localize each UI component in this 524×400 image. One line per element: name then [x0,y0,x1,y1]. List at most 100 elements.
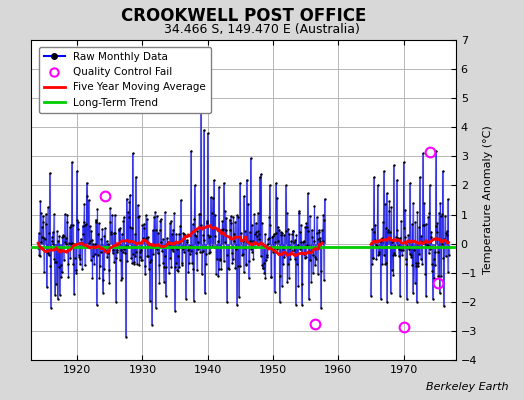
Point [189,266,197,272]
Point [412,262,420,269]
Point [235,244,243,250]
Point [273,246,281,252]
Point [290,247,299,254]
Point [321,196,329,202]
Point [198,249,206,255]
Point [406,250,414,257]
Point [253,241,261,247]
Point [72,270,80,276]
Point [289,228,297,234]
Point [95,275,104,281]
Point [378,261,387,267]
Point [300,251,308,257]
Point [395,253,403,260]
Point [92,219,101,226]
Point [223,299,232,305]
Point [57,274,65,280]
Point [43,204,52,210]
Point [208,210,216,216]
Point [146,298,154,304]
Point [165,270,173,277]
Point [248,248,257,255]
Point [238,251,247,257]
Point [392,234,400,240]
Point [104,241,112,247]
Point [276,299,284,305]
Point [121,250,129,256]
Point [263,252,271,258]
Point [285,230,293,237]
Point [137,247,145,253]
Point [144,253,152,260]
Point [112,299,121,305]
Point [233,212,241,218]
Point [300,254,309,261]
Point [212,244,221,250]
Point [279,260,287,267]
Point [297,239,305,245]
Point [210,244,218,250]
Point [177,244,185,250]
Point [42,284,51,290]
Point [192,233,201,239]
Point [118,248,127,255]
Point [438,241,446,248]
Point [265,234,273,241]
Point [107,228,116,235]
Point [56,245,64,251]
Point [441,212,449,219]
Point [297,222,305,228]
Point [400,207,409,214]
Point [88,274,96,281]
Point [166,254,174,261]
Point [423,242,431,248]
Point [102,244,110,250]
Point [373,182,381,189]
Point [83,193,92,200]
Point [200,236,208,243]
Point [239,269,248,275]
Point [163,235,171,242]
Point [416,174,424,180]
Point [389,272,398,278]
Point [46,263,54,269]
Point [430,275,438,282]
Point [53,296,62,302]
Point [233,302,242,308]
Point [439,255,447,262]
Point [71,267,80,274]
Point [85,223,94,230]
Point [395,246,403,252]
Point [45,230,53,236]
Point [41,236,49,242]
Point [431,261,440,268]
Point [58,269,66,275]
Point [397,218,405,224]
Point [161,293,170,300]
Point [396,235,404,242]
Point [98,226,106,232]
Point [242,262,250,268]
Point [307,248,315,254]
Point [255,236,264,242]
Point [230,238,238,244]
Point [301,224,309,230]
Point [105,280,114,286]
Point [90,261,98,267]
Point [202,251,210,257]
Point [47,304,55,311]
Point [155,280,163,287]
Point [205,234,213,240]
Point [184,269,192,275]
Point [81,222,90,228]
Point [79,223,87,229]
Point [296,246,304,253]
Point [73,168,81,174]
Point [82,243,90,250]
Point [288,231,296,237]
Point [138,222,147,228]
Point [51,258,59,265]
Point [183,247,192,253]
Point [187,147,195,154]
Point [290,239,298,245]
